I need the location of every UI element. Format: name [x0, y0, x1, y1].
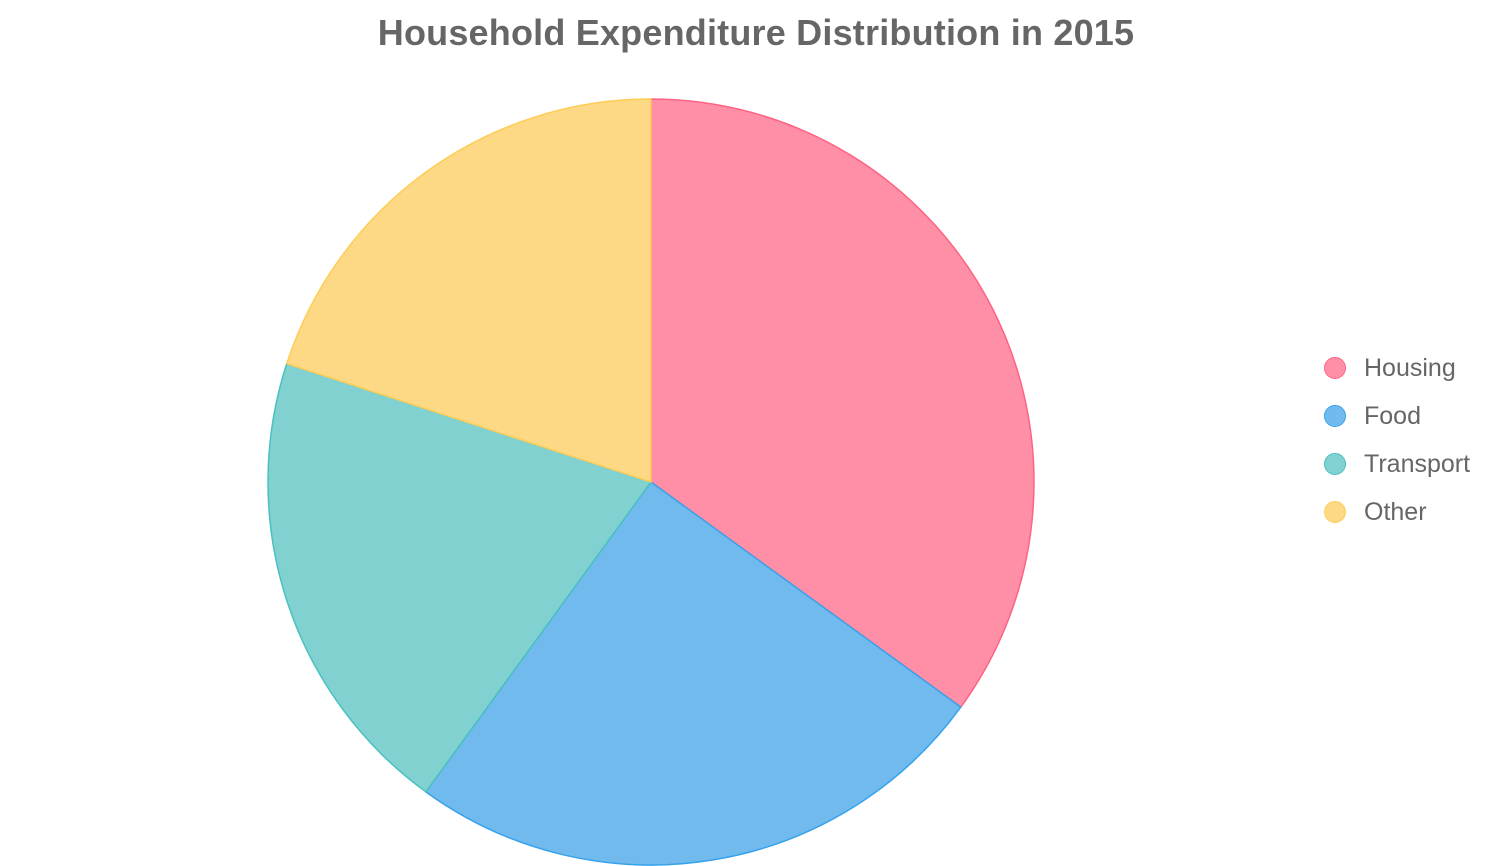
legend-swatch — [1324, 357, 1346, 379]
legend: Housing Food Transport Other — [1324, 344, 1470, 536]
legend-swatch — [1324, 405, 1346, 427]
pie-slice-housing[interactable] — [650, 98, 1035, 708]
pie-slice-food[interactable] — [425, 481, 962, 866]
legend-label: Housing — [1364, 353, 1456, 382]
legend-label: Other — [1364, 497, 1427, 526]
legend-item-housing[interactable]: Housing — [1324, 344, 1470, 392]
legend-item-other[interactable]: Other — [1324, 488, 1470, 536]
legend-label: Transport — [1364, 449, 1471, 478]
legend-item-transport[interactable]: Transport — [1324, 440, 1470, 488]
legend-swatch — [1324, 501, 1346, 523]
pie-slice-other[interactable] — [286, 98, 652, 483]
chart-title: Household Expenditure Distribution in 20… — [377, 12, 1135, 53]
legend-label: Food — [1364, 401, 1421, 430]
pie-slice-transport[interactable] — [267, 362, 652, 793]
legend-item-food[interactable]: Food — [1324, 392, 1470, 440]
legend-swatch — [1324, 453, 1346, 475]
